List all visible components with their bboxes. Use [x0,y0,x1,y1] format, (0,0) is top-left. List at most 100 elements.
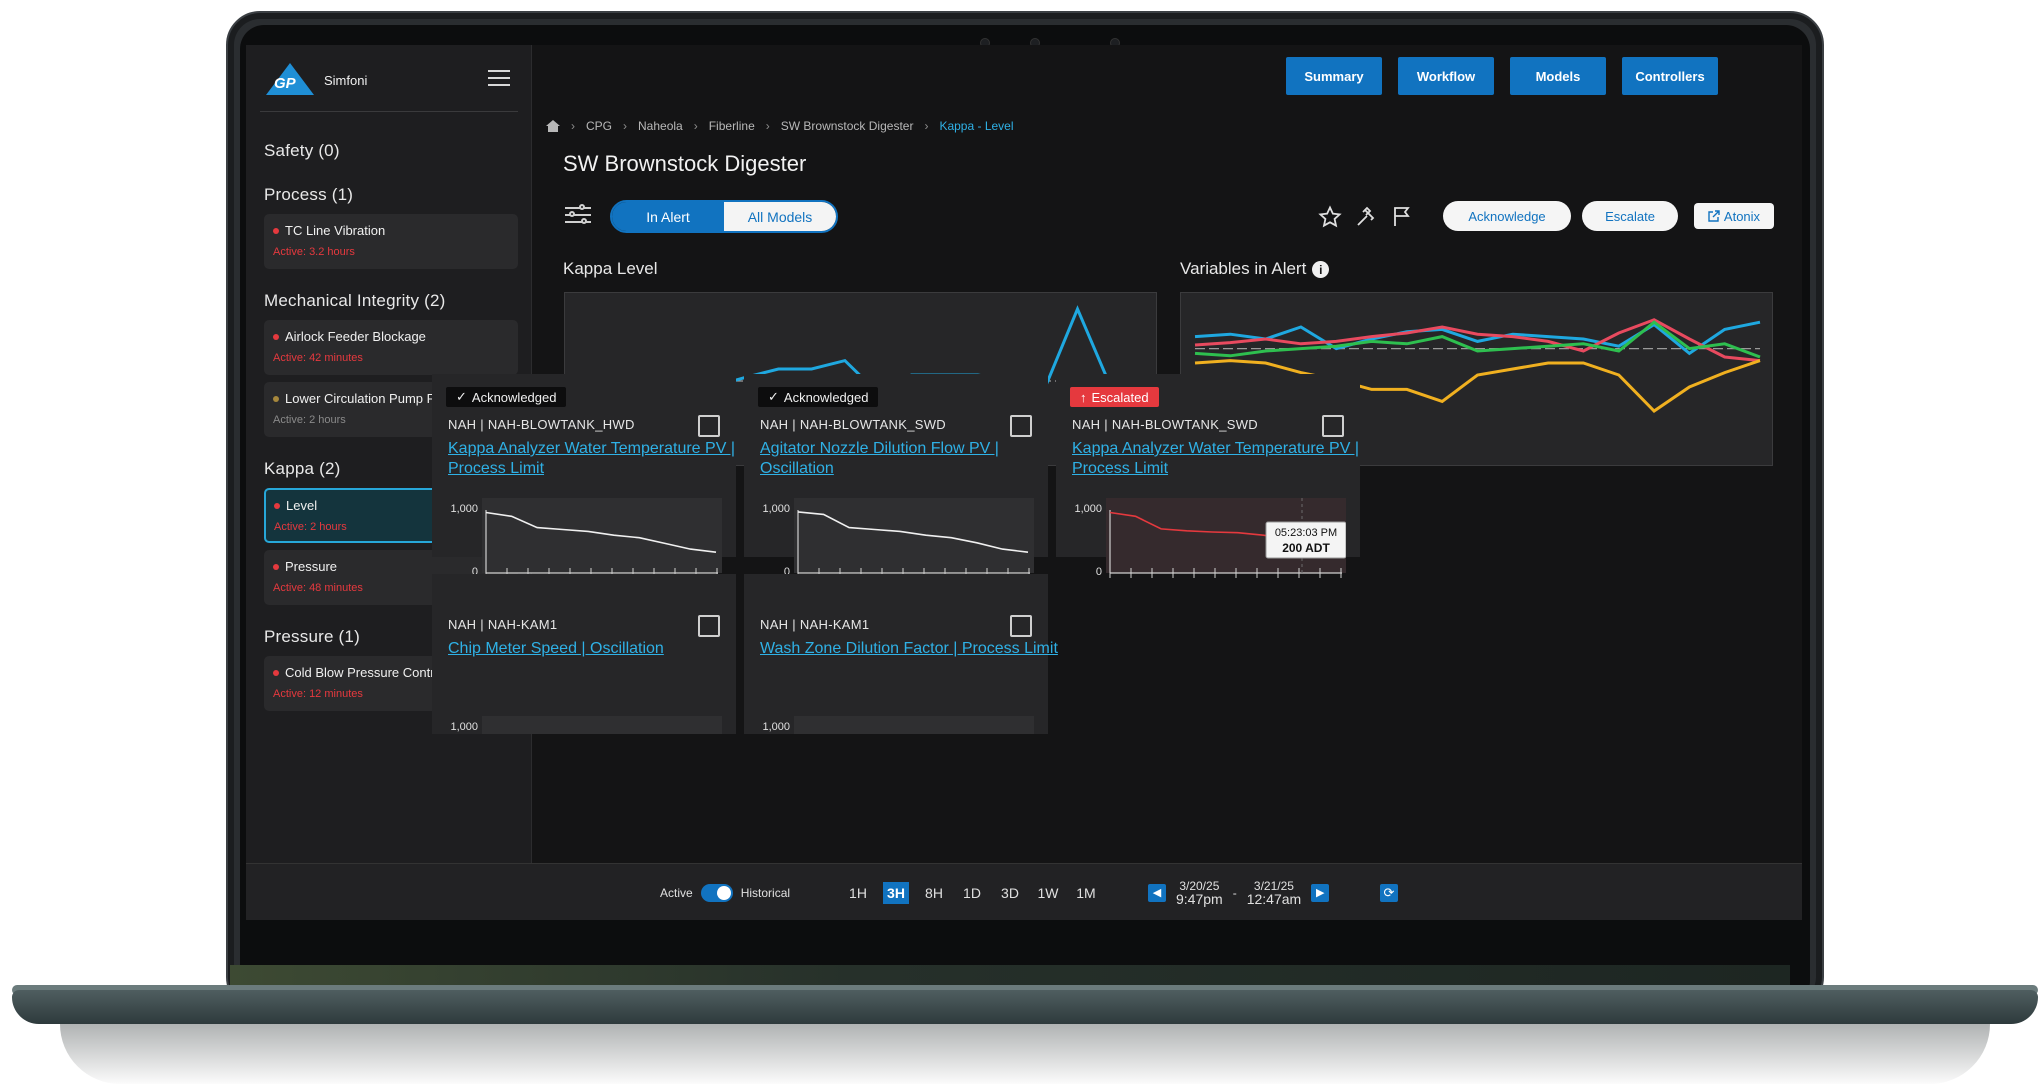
historical-label: Historical [740,885,791,900]
refresh-icon[interactable]: ⟳ [1380,883,1398,902]
controllers-button[interactable]: Controllers [1622,57,1718,95]
range-button-3d[interactable]: 3D [1001,884,1019,901]
range-buttons: 1H 3H 8H 1D 3D 1W 1M [845,864,1111,920]
card-checkbox[interactable] [1010,615,1032,637]
previous-arrow-icon[interactable]: ◀ [1148,883,1166,902]
all-models-tab[interactable]: All Models [724,202,836,231]
y-tick-label: 0 [784,566,790,578]
card-title-link[interactable]: Kappa Analyzer Water Temperature PV | Pr… [448,440,735,477]
info-icon[interactable]: i [1312,261,1330,279]
card-title-link[interactable]: Agitator Nozzle Dilution Flow PV | Oscil… [760,440,999,477]
badge-label: Acknowledged [783,389,869,405]
start-date-text: 3/20/25 [1179,878,1220,893]
filter-sliders-icon[interactable] [565,204,591,225]
card-source: NAH | NAH-BLOWTANK_HWD [448,417,635,432]
variables-plot [1194,318,1761,413]
breadcrumb-digester[interactable]: SW Brownstock Digester [780,119,914,133]
app-screen: GP Simfoni Safety (0) Process (1) TC Line … [246,45,1802,920]
card-mini-chart: 1,000 0 [450,498,722,578]
alert-card[interactable]: ✓ Acknowledged NAH | NAH-BLOWTANK_SWD Agita… [744,374,1048,578]
next-arrow-icon[interactable]: ▶ [1311,883,1330,902]
in-alert-tab[interactable]: In Alert [612,202,724,231]
start-time-text: 9:47pm [1176,890,1223,907]
range-button-1h[interactable]: 1H [849,884,867,901]
flag-icon[interactable] [1390,205,1414,229]
escalate-button[interactable]: Escalate [1582,201,1678,231]
alert-card[interactable]: ✓ Acknowledged NAH | NAH-BLOWTANK_HWD Kappa… [432,374,736,578]
card-checkbox[interactable] [698,615,720,637]
breadcrumb-fiberline[interactable]: Fiberline [708,119,755,133]
alert-duration: Active: 3.2 hours [273,246,355,258]
end-date-text: 3/21/25 [1253,878,1294,893]
card-title-link[interactable]: Kappa Analyzer Water Temperature PV | Pr… [1072,440,1359,477]
divider [260,111,518,112]
summary-button[interactable]: Summary [1286,57,1382,95]
mode-toggle-group: Active Historical [660,864,790,920]
series-line [1194,320,1761,356]
acknowledge-button[interactable]: Acknowledge [1443,201,1571,231]
card-title-link[interactable]: Wash Zone Dilution Factor | Process Limi… [760,640,1058,657]
alert-label: Level [286,498,318,513]
chevron-right-icon: › [623,119,628,133]
status-dot-icon [273,395,279,402]
star-icon[interactable] [1318,205,1342,229]
menu-icon[interactable] [488,70,510,86]
hammer-icon[interactable] [1354,205,1378,229]
breadcrumb-naheola[interactable]: Naheola [638,119,683,133]
range-button-1d[interactable]: 1D [963,884,981,901]
alert-title: Pressure [273,559,509,574]
status-badge: ✓ Acknowledged [446,387,567,407]
card-title-link[interactable]: Chip Meter Speed | Oscillation [448,640,664,657]
models-button[interactable]: Models [1510,57,1606,95]
status-dot-icon [273,227,279,234]
range-button-1w[interactable]: 1W [1037,884,1059,901]
alert-label: TC Line Vibration [285,223,386,238]
alert-card[interactable]: NAH | NAH-KAM1 Wash Zone Dilution Factor … [744,574,1058,734]
chevron-right-icon: › [693,119,698,133]
active-label: Active [660,885,693,900]
alert-title: TC Line Vibration [273,223,509,238]
card-checkbox[interactable] [1322,415,1344,437]
chevron-right-icon: › [924,119,929,133]
sidebar-group-title[interactable]: Safety (0) [264,141,340,160]
sidebar-group-title[interactable]: Pressure (1) [264,627,360,646]
series-line [1194,320,1761,359]
start-date[interactable]: 3/20/25 9:47pm [1176,878,1223,907]
alert-card[interactable]: NAH | NAH-KAM1 Chip Meter Speed | Oscilla… [432,574,736,734]
historical-toggle[interactable] [700,883,733,902]
action-icons [1318,205,1414,229]
card-source: NAH | NAH-KAM1 [448,617,558,632]
alert-title: Lower Circulation Pump Failure [273,391,509,406]
card-checkbox[interactable] [698,415,720,437]
chevron-right-icon: › [765,119,770,133]
plot-background [482,498,722,573]
sidebar-group-title[interactable]: Kappa (2) [264,459,341,478]
sidebar-alert-item[interactable]: TC Line Vibration Active: 3.2 hours [264,214,518,269]
series-line [1194,318,1761,363]
home-icon[interactable] [546,120,560,132]
workflow-button[interactable]: Workflow [1398,57,1494,95]
badge-label: Escalated [1091,389,1149,405]
end-time-text: 12:47am [1246,890,1302,907]
alert-duration: Active: 48 minutes [273,582,363,594]
logo[interactable]: GP Simfoni [264,63,367,97]
card-checkbox[interactable] [1010,415,1032,437]
series-line [797,511,1029,553]
range-button-1m[interactable]: 1M [1076,884,1096,901]
sidebar-group-title[interactable]: Process (1) [264,185,354,204]
plot-background [794,498,1034,573]
end-date[interactable]: 3/21/25 12:47am [1246,878,1302,907]
status-dot-icon [273,669,279,676]
breadcrumb-cpg[interactable]: CPG [586,119,613,133]
range-button-8h[interactable]: 8H [925,884,943,901]
arrow-up-icon: ↑ [1080,389,1087,405]
breadcrumb-current: Kappa - Level [939,119,1014,133]
sidebar-group-title[interactable]: Mechanical Integrity (2) [264,291,446,310]
refresh-group: ⟳ [1380,864,1398,920]
atonix-button[interactable]: Atonix [1694,203,1774,229]
gp-logo-icon: GP [264,63,316,97]
alert-card[interactable]: ↑ Escalated NAH | NAH-BLOWTANK_SWD Kappa An… [1056,374,1360,578]
range-button-3h[interactable]: 3H [883,881,909,904]
badge-label: Acknowledged [471,389,557,405]
sidebar-alert-item[interactable]: Airlock Feeder Blockage Active: 42 minute… [264,320,518,375]
